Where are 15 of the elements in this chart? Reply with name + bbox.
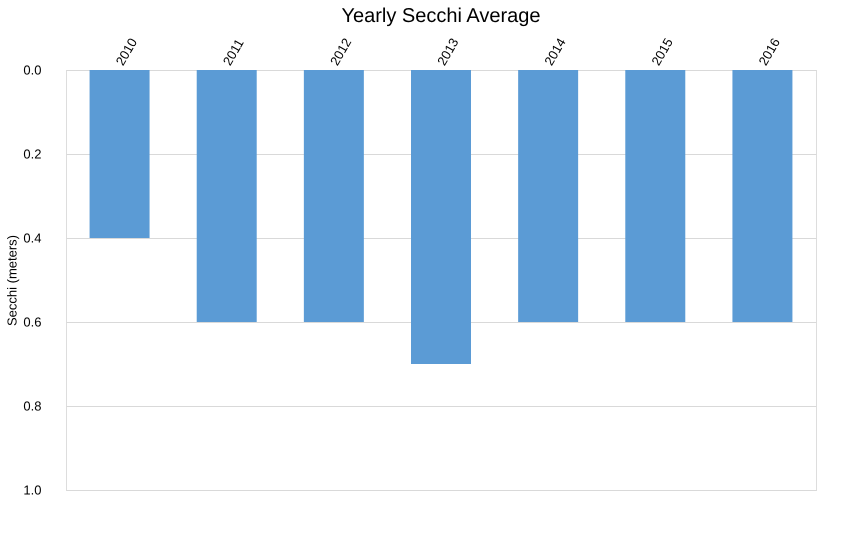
y-tick-label: 0.6 — [23, 314, 42, 330]
bar — [90, 70, 150, 238]
bar — [518, 70, 578, 322]
y-tick-label: 1.0 — [23, 482, 42, 498]
bar — [411, 70, 471, 364]
y-axis-title: Secchi (meters) — [4, 234, 20, 326]
bar — [625, 70, 686, 322]
bar — [196, 70, 257, 322]
y-tick-label: 0.4 — [23, 230, 42, 246]
y-tick-label: 0.2 — [23, 146, 42, 162]
y-tick-label: 0.0 — [23, 62, 42, 78]
chart-title: Yearly Secchi Average — [341, 4, 541, 27]
y-tick-label: 0.8 — [23, 398, 42, 414]
bar — [304, 70, 364, 322]
bar — [732, 70, 792, 322]
